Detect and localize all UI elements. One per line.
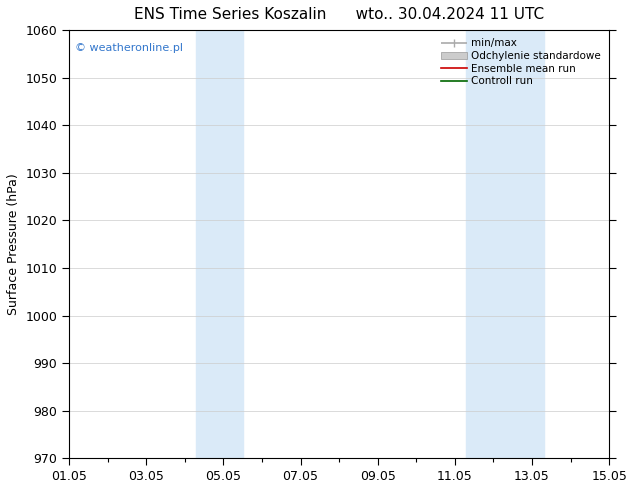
Y-axis label: Surface Pressure (hPa): Surface Pressure (hPa)	[7, 173, 20, 315]
Bar	[467, 30, 543, 458]
Text: © weatheronline.pl: © weatheronline.pl	[75, 43, 183, 53]
Bar	[197, 30, 243, 458]
Title: ENS Time Series Koszalin      wto.. 30.04.2024 11 UTC: ENS Time Series Koszalin wto.. 30.04.202…	[134, 7, 544, 22]
Legend: min/max, Odchylenie standardowe, Ensemble mean run, Controll run: min/max, Odchylenie standardowe, Ensembl…	[437, 35, 604, 89]
